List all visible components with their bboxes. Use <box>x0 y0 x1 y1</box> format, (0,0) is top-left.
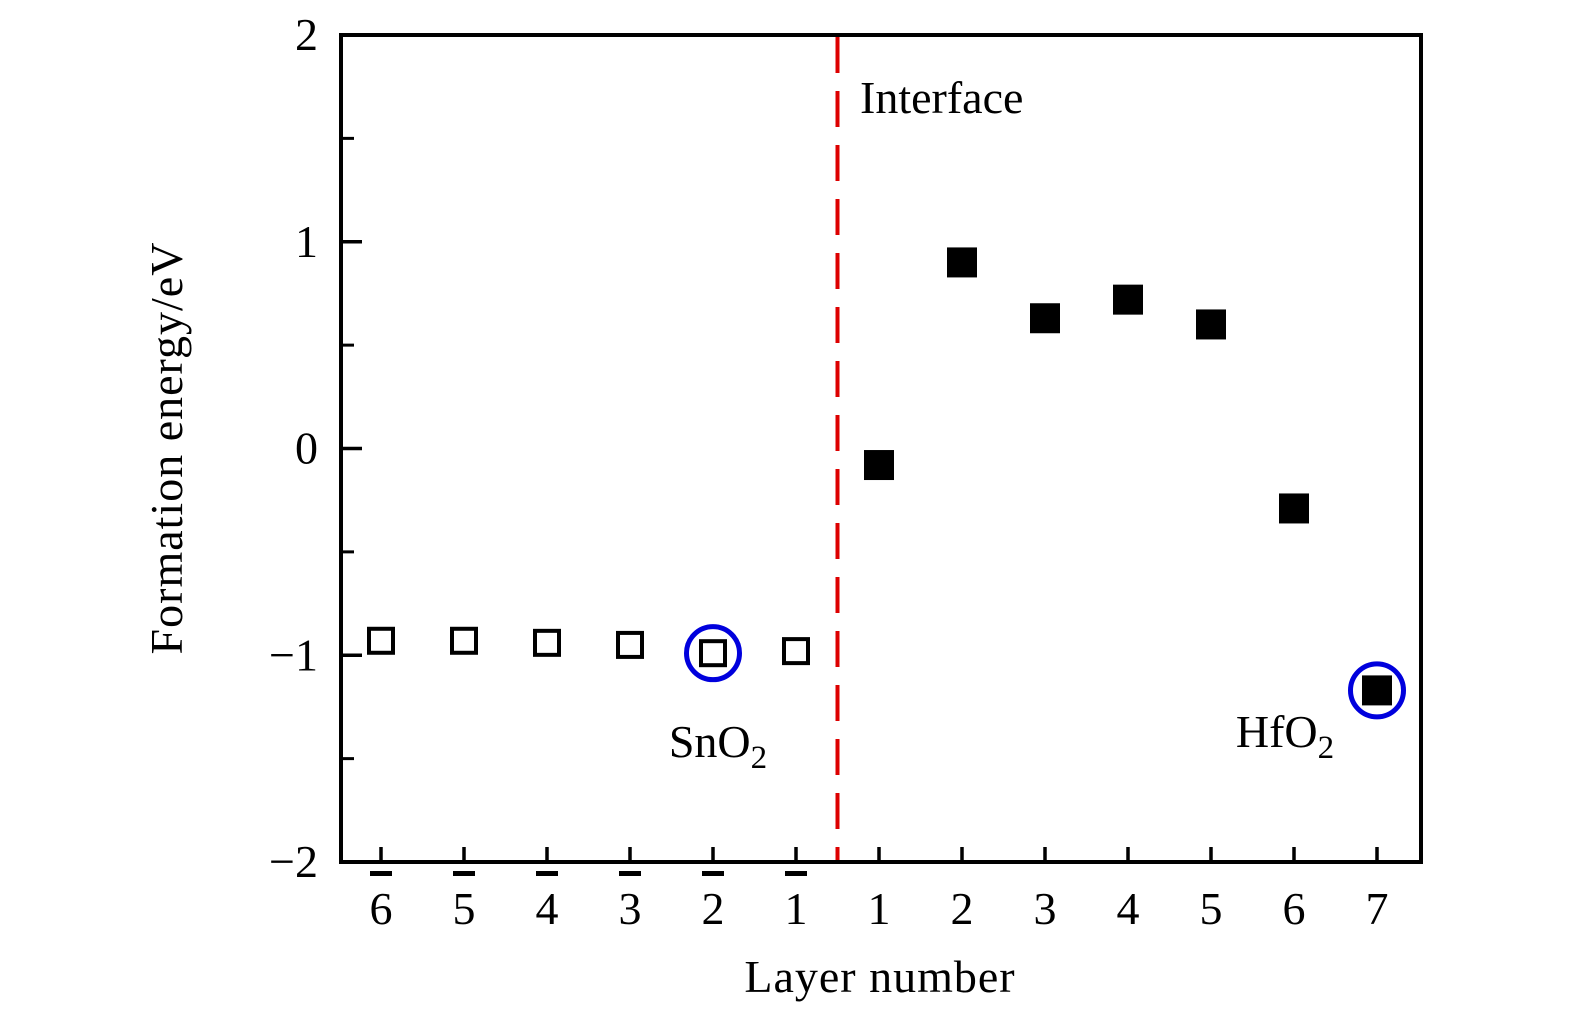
x-tick-label: 3 <box>619 883 642 934</box>
x-tick-label: 6 <box>370 883 393 934</box>
data-point-sno2-layer--6 <box>367 626 395 655</box>
x-tick-label: 4 <box>1117 883 1140 934</box>
data-point-sno2-layer--4 <box>533 628 561 657</box>
x-tick-label: 3 <box>1034 883 1057 934</box>
x-tick-overbar <box>785 871 807 876</box>
sno2-annotation-subscript: 2 <box>751 740 768 776</box>
x-tick-label: 2 <box>702 883 725 934</box>
hfo2-annotation-main: HfO <box>1236 706 1318 757</box>
x-tick-overbar <box>702 871 724 876</box>
y-tick-label: −2 <box>269 836 318 887</box>
x-tick-overbar <box>619 871 641 876</box>
data-point-hfo2-layer-1 <box>864 450 894 481</box>
data-point-sno2-layer--2 <box>699 639 727 668</box>
data-point-sno2-layer--1 <box>782 637 810 666</box>
x-tick-label: 4 <box>536 883 559 934</box>
x-axis-title: Layer number <box>744 951 1015 1002</box>
data-point-sno2-layer--3 <box>616 630 644 659</box>
data-point-hfo2-layer-2 <box>947 247 977 278</box>
sno2-annotation: SnO2 <box>669 716 767 776</box>
highlight-circle-hfo2 <box>1348 661 1406 720</box>
x-tick-label: 6 <box>1283 883 1306 934</box>
generated-chart-layer: 2 1 0 −1 −2 6 5 4 3 2 1 1 2 3 4 5 6 7 <box>269 9 1423 934</box>
hfo2-annotation-subscript: 2 <box>1318 730 1335 766</box>
data-point-hfo2-layer-4 <box>1113 284 1143 315</box>
x-tick-label: 1 <box>868 883 891 934</box>
data-point-hfo2-layer-5 <box>1196 309 1226 340</box>
x-tick-overbar <box>370 871 392 876</box>
y-tick-label: −1 <box>269 629 318 680</box>
x-tick-overbar <box>453 871 475 876</box>
x-tick-label: 5 <box>1200 883 1223 934</box>
interface-annotation: Interface <box>860 72 1023 123</box>
x-tick-label: 2 <box>951 883 974 934</box>
x-tick-label: 1 <box>785 883 808 934</box>
y-tick-label: 0 <box>295 423 318 474</box>
highlight-circle-sno2 <box>684 624 742 683</box>
y-axis-title: Formation energy/eV <box>141 242 192 655</box>
data-point-hfo2-layer-3 <box>1030 303 1060 334</box>
x-tick-label: 5 <box>453 883 476 934</box>
y-tick-label: 1 <box>295 216 318 267</box>
data-point-hfo2-layer-6 <box>1279 493 1309 524</box>
data-point-hfo2-layer-7 <box>1362 675 1392 706</box>
sno2-annotation-main: SnO <box>669 716 751 767</box>
x-tick-label: 7 <box>1366 883 1389 934</box>
y-tick-label: 2 <box>295 9 318 60</box>
hfo2-annotation: HfO2 <box>1236 706 1334 766</box>
data-point-sno2-layer--5 <box>450 626 478 655</box>
x-tick-overbar <box>536 871 558 876</box>
